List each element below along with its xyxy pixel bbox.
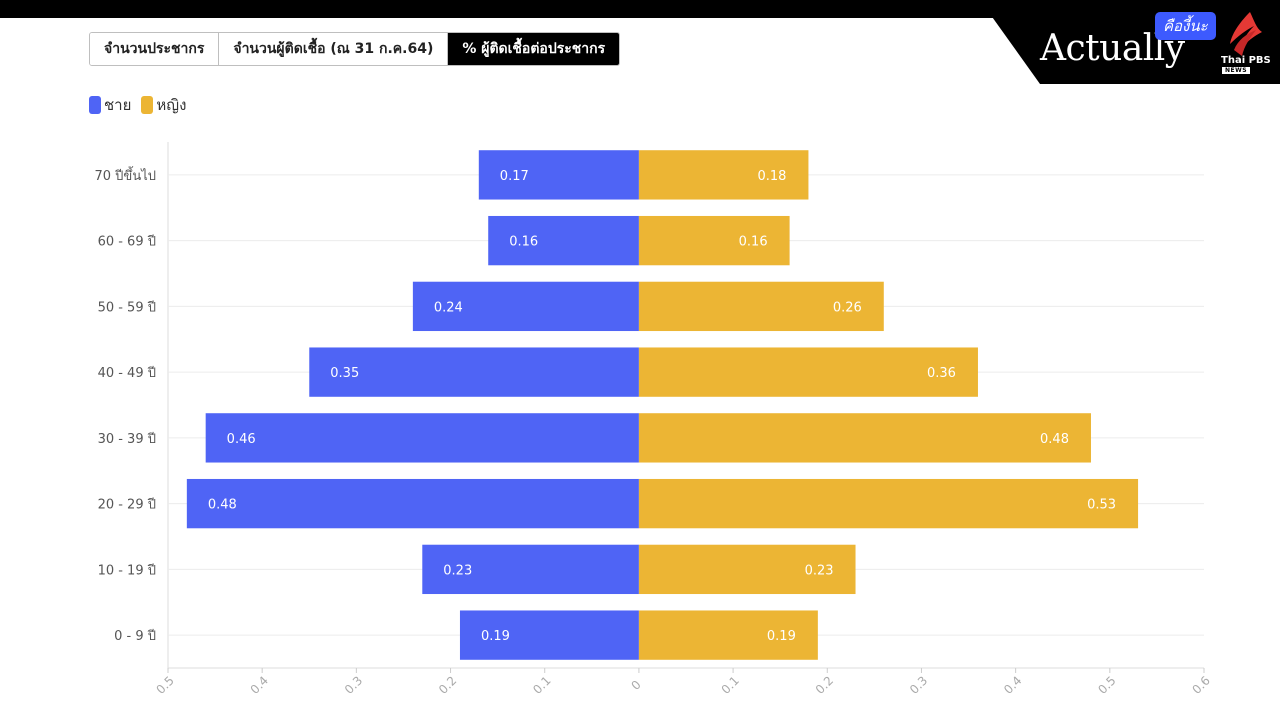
data-label-male: 0.17 [500,169,529,184]
y-tick-label: 70 ปีขึ้นไป [95,166,157,184]
legend-swatch-female [141,96,154,114]
legend-swatch-male [89,96,101,114]
tab-population[interactable]: จำนวนประชากร [90,33,220,65]
y-tick-label: 20 - 29 ปี [98,497,156,513]
legend-item-female[interactable]: หญิง [141,93,186,117]
data-label-male: 0.46 [227,432,256,447]
brand-tagline-badge: คืองี้นะ [1155,12,1216,40]
data-label-male: 0.24 [434,300,463,315]
x-tick-label: 0.1 [719,673,742,696]
data-label-female: 0.53 [1087,498,1116,513]
bar-female [638,150,809,200]
x-tick-label: 0.5 [153,673,176,696]
data-label-female: 0.18 [757,169,786,184]
x-tick-label: 0 [628,678,643,693]
data-label-female: 0.23 [805,563,834,578]
x-tick-label: 0.5 [1095,673,1118,696]
data-label-male: 0.23 [443,563,472,578]
bar-male [186,478,639,529]
legend-item-male[interactable]: ชาย [89,93,131,117]
data-label-male: 0.35 [330,366,359,381]
y-tick-label: 30 - 39 ปี [98,431,156,447]
legend-label-female: หญิง [156,96,187,114]
data-label-male: 0.16 [509,235,538,250]
bar-male [478,150,639,200]
tab-infected-percent[interactable]: % ผู้ติดเชื้อต่อประชากร [448,33,620,65]
bar-male [309,347,639,397]
legend-label-male: ชาย [104,96,132,114]
data-label-female: 0.36 [927,366,956,381]
tab-infected-count[interactable]: จำนวนผู้ติดเชื้อ (ณ 31 ก.ค.64) [219,33,449,65]
y-tick-label: 10 - 19 ปี [98,562,156,578]
y-tick-label: 50 - 59 ปี [98,299,156,315]
y-tick-label: 40 - 49 ปี [98,365,156,381]
x-tick-label: 0.3 [907,673,930,696]
network-sub: NEWS [1222,67,1251,74]
data-label-male: 0.19 [481,629,510,644]
bar-female [638,544,856,595]
data-label-female: 0.48 [1040,432,1069,447]
x-tick-label: 0.4 [248,673,271,696]
data-label-female: 0.26 [833,300,862,315]
bar-male [488,215,639,266]
network-name: Thai PBS [1221,55,1271,66]
bar-female [638,215,790,266]
x-tick-label: 0.2 [813,673,836,696]
data-label-male: 0.48 [208,498,237,513]
view-tabs: จำนวนประชากร จำนวนผู้ติดเชื้อ (ณ 31 ก.ค.… [89,32,621,66]
x-tick-label: 0.6 [1189,673,1212,696]
chart-legend: ชาย หญิง [89,93,186,117]
x-tick-label: 0.4 [1001,673,1024,696]
bar-female [638,478,1139,529]
top-bar [0,0,1280,18]
bar-female [638,413,1091,463]
data-label-female: 0.16 [739,235,768,250]
bar-female [638,281,884,332]
bar-male [205,413,639,463]
y-tick-label: 0 - 9 ปี [114,628,156,644]
bar-female [638,347,978,397]
y-tick-label: 60 - 69 ปี [98,234,156,250]
bar-female [638,610,818,660]
bar-male [412,281,639,332]
x-tick-label: 0.2 [436,673,459,696]
x-tick-label: 0.1 [530,673,553,696]
thai-pbs-bird-icon [1230,12,1262,56]
bar-male [422,544,639,595]
x-tick-label: 0.3 [342,673,365,696]
data-label-female: 0.19 [767,629,796,644]
bar-male [459,610,639,660]
